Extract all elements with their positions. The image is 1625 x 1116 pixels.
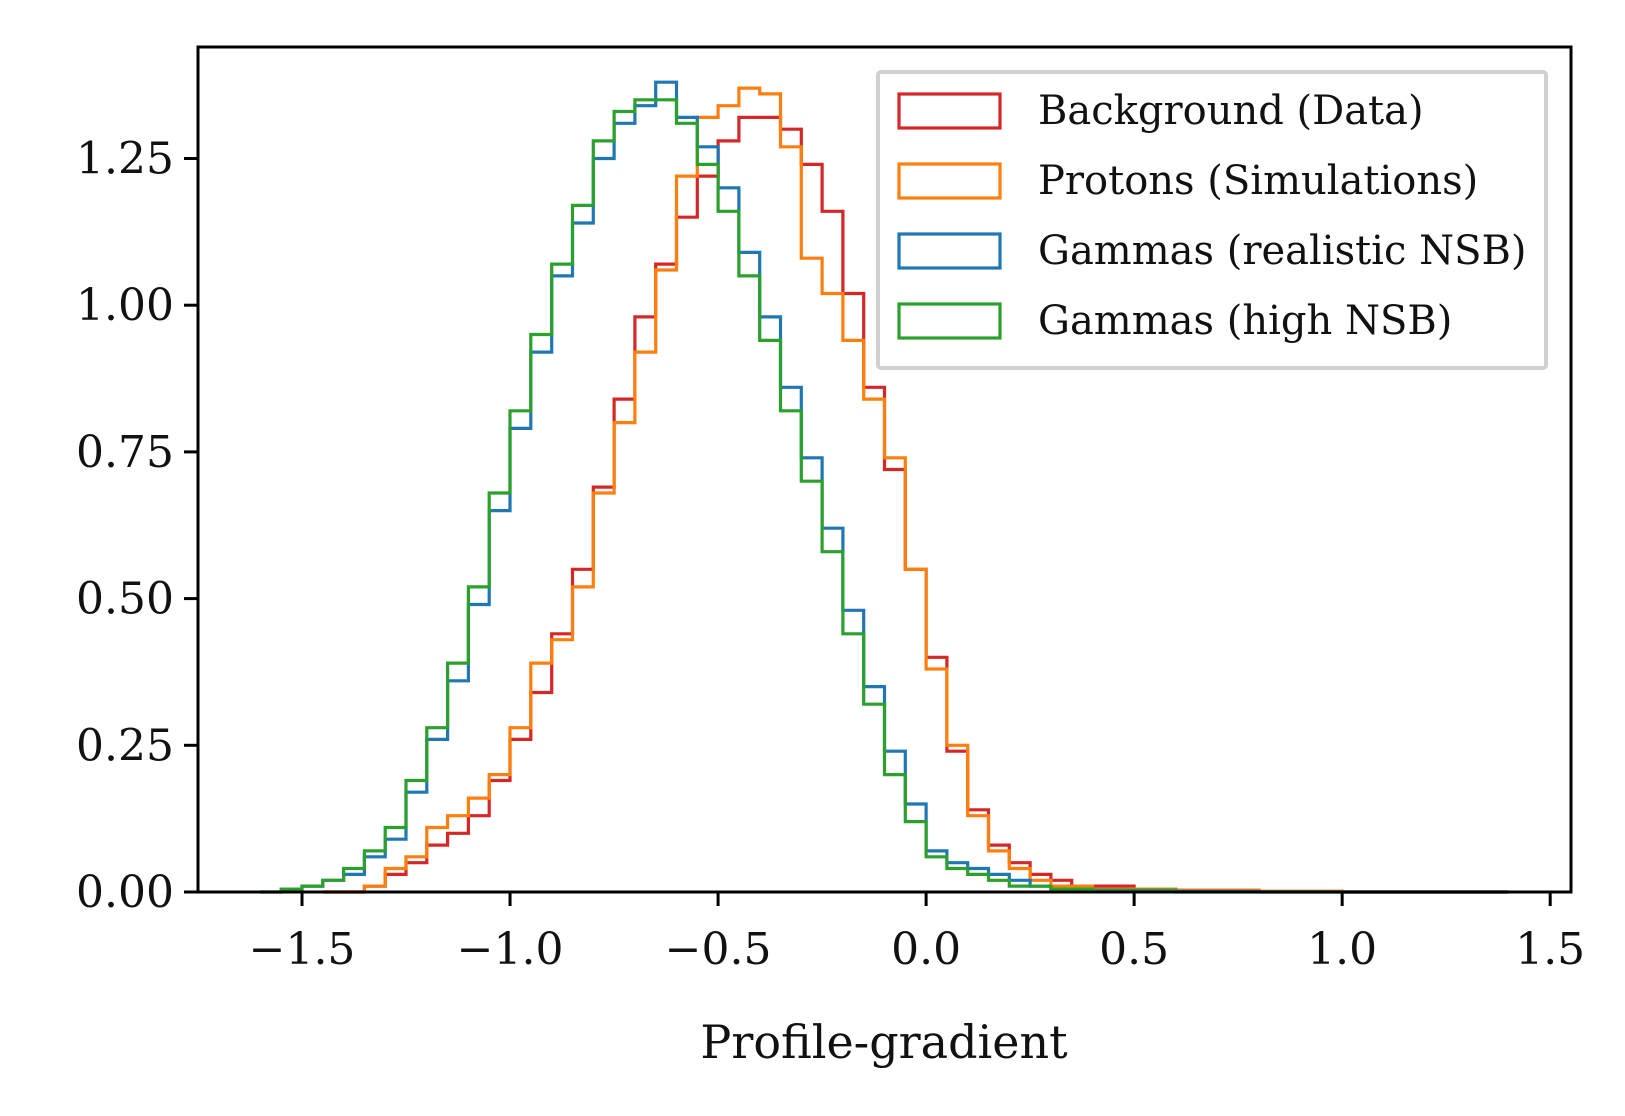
y-tick-label: 0.50	[76, 574, 174, 625]
ticks-layer: −1.5 −1.0 −0.5 0.0 0.5 1.0 1.5 0.00 0.25 0.50 0.75…	[76, 133, 1585, 975]
x-tick-label: −1.0	[457, 924, 564, 975]
y-tick-label: 1.25	[76, 133, 174, 184]
series-layer	[260, 80, 1509, 894]
legend-box	[876, 70, 1548, 370]
legend-label: Background (Data)	[1038, 88, 1424, 134]
legend-label: Gammas (realistic NSB)	[1038, 228, 1527, 274]
y-tick-label: 1.00	[76, 280, 174, 331]
x-tick-label: 0.0	[891, 924, 961, 975]
plot-frame	[196, 45, 1573, 894]
series-line-3	[260, 98, 1509, 894]
x-tick-label: 0.5	[1099, 924, 1169, 975]
legend-swatch	[897, 92, 1002, 130]
x-tick-label: −0.5	[665, 924, 772, 975]
y-tick-label: 0.25	[76, 720, 174, 771]
series-line-1	[322, 86, 1509, 894]
x-tick-label: −1.5	[249, 924, 356, 975]
legend-swatch	[897, 162, 1002, 200]
legend-swatch	[897, 302, 1002, 340]
x-tick-label: 1.5	[1515, 924, 1585, 975]
legend: Background (Data) Protons (Simulations) Ga…	[876, 70, 1548, 370]
x-axis-label: Profile-gradient	[700, 1015, 1068, 1069]
series-line-0	[322, 115, 1509, 894]
y-tick-label: 0.75	[76, 427, 174, 478]
legend-label: Protons (Simulations)	[1038, 158, 1478, 204]
legend-swatch	[897, 232, 1002, 270]
y-tick-label: 0.00	[76, 867, 174, 918]
legend-label: Gammas (high NSB)	[1038, 298, 1452, 344]
x-tick-label: 1.0	[1307, 924, 1377, 975]
